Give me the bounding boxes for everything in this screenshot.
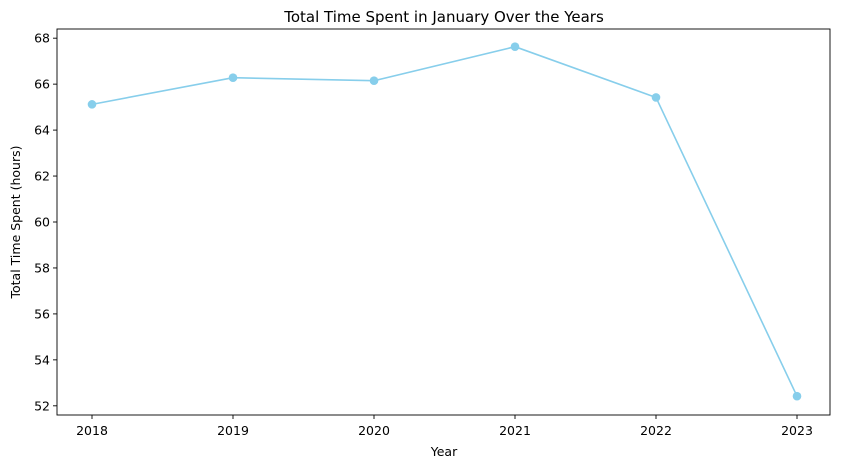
chart-title: Total Time Spent in January Over the Yea… [283,8,604,26]
x-tick-label: 2020 [358,423,390,438]
y-tick-label: 68 [34,31,50,46]
x-tick-label: 2022 [640,423,672,438]
y-tick-label: 56 [34,306,50,321]
y-tick-label: 66 [34,77,50,92]
plot-frame [56,28,831,416]
y-tick-label: 54 [34,352,50,367]
y-tick-label: 64 [34,123,50,138]
plot-layer: 52 54 56 58 60 62 64 66 68 2018 2019 2020 2021 2022 20… [34,31,813,438]
x-tick-label: 2021 [499,423,531,438]
data-point [228,73,238,83]
y-tick-label: 58 [34,260,50,275]
x-tick-label: 2018 [76,423,108,438]
series-line [91,45,798,397]
x-tick-label: 2023 [781,423,813,438]
y-tick-label: 52 [34,398,50,413]
y-tick-label: 62 [34,169,50,184]
data-point [510,42,520,51]
data-point [651,93,661,102]
x-axis-label: Year [430,444,458,459]
plot-area [57,29,830,415]
x-tick-label: 2019 [217,423,249,438]
y-tick-label: 60 [34,215,50,230]
y-axis-label: Total Time Spent (hours) [8,146,23,300]
data-point [792,391,802,401]
data-point [87,100,97,109]
data-point [369,76,379,85]
